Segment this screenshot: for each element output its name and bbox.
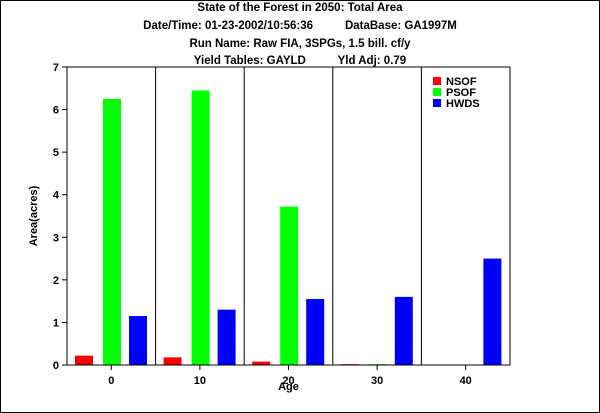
y-tick-label: 7 bbox=[53, 62, 59, 74]
y-tick-label: 1 bbox=[53, 317, 59, 329]
subtitle-datetime-database: Date/Time: 01-23-2002/10:56:36 DataBase:… bbox=[143, 20, 457, 32]
bar-psof-20 bbox=[280, 206, 299, 365]
chart-title: State of the Forest in 2050: Total Area bbox=[197, 2, 403, 14]
x-tick-label: 40 bbox=[460, 375, 472, 387]
y-tick-label: 6 bbox=[53, 105, 59, 117]
bar-hwds-40 bbox=[483, 258, 502, 365]
subtitle-run-name: Run Name: Raw FIA, 3SPGs, 1.5 bill. cf/y bbox=[189, 38, 411, 50]
y-tick-label: 2 bbox=[53, 275, 59, 287]
y-tick-label: 5 bbox=[53, 147, 59, 159]
legend-swatch bbox=[433, 88, 441, 96]
bar-hwds-20 bbox=[306, 299, 325, 365]
y-axis-label: Area(acres) bbox=[28, 185, 40, 246]
bar-hwds-30 bbox=[394, 296, 413, 365]
legend-swatch bbox=[433, 99, 441, 107]
subtitle-yield-tables: Yield Tables: GAYLD Yld Adj: 0.79 bbox=[193, 55, 407, 67]
x-axis-label: Age bbox=[278, 381, 299, 393]
grid-lines bbox=[155, 67, 422, 365]
bar-series bbox=[75, 90, 502, 366]
x-axis-ticks: 0 10 20 30 40 bbox=[108, 365, 472, 387]
legend-swatch bbox=[433, 77, 441, 85]
x-tick-label: 20 bbox=[282, 375, 294, 387]
bar-psof-10 bbox=[191, 90, 210, 366]
y-tick-label: 0 bbox=[53, 360, 59, 372]
bar-hwds-10 bbox=[217, 309, 236, 365]
legend-label: NSOF bbox=[446, 76, 477, 88]
x-tick-label: 10 bbox=[194, 375, 206, 387]
y-tick-label: 4 bbox=[53, 190, 60, 202]
y-axis-ticks: 0 1 2 3 4 5 6 7 bbox=[53, 62, 67, 372]
bar-psof-0 bbox=[103, 98, 121, 365]
x-tick-label: 0 bbox=[108, 375, 114, 387]
bar-hwds-0 bbox=[129, 316, 147, 365]
legend-label: PSOF bbox=[446, 87, 476, 99]
x-tick-label: 30 bbox=[371, 375, 383, 387]
bar-nsof-10 bbox=[163, 357, 182, 365]
legend-label: HWDS bbox=[446, 98, 480, 110]
bar-nsof-0 bbox=[75, 355, 93, 365]
bar-nsof-20 bbox=[252, 361, 271, 365]
y-tick-label: 3 bbox=[53, 232, 59, 244]
